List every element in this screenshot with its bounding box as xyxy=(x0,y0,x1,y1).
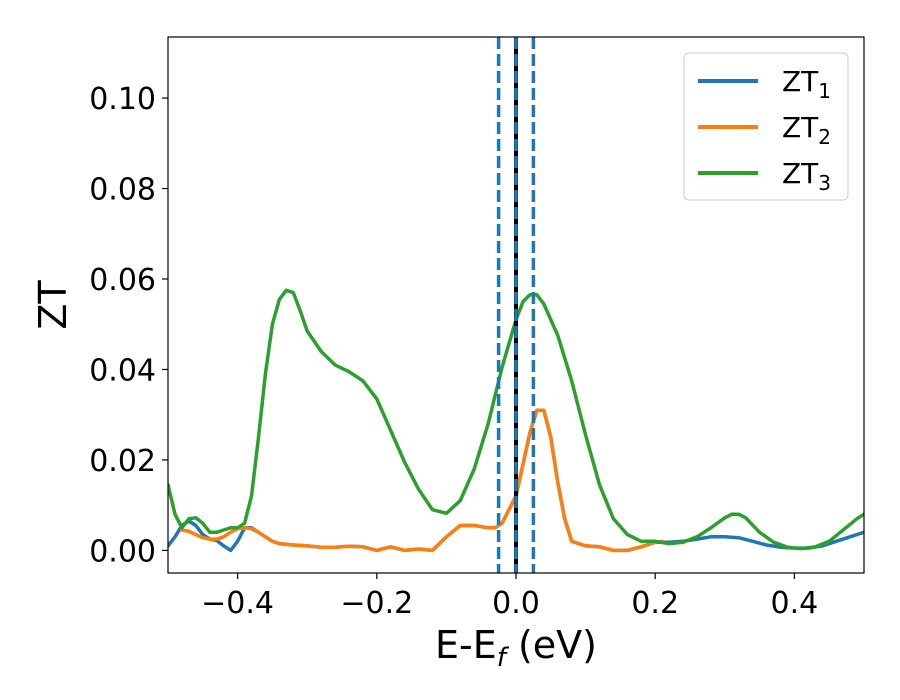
y-tick-label: 0.10 xyxy=(89,82,156,117)
x-tick-label: 0.4 xyxy=(771,586,819,621)
y-tick-label: 0.06 xyxy=(89,263,156,298)
x-axis-label-suffix: (eV) xyxy=(506,623,597,667)
x-axis-label: E-Ef (eV) xyxy=(435,623,597,673)
x-tick-label: −0.4 xyxy=(201,586,274,621)
legend-label-3: ZT3 xyxy=(782,157,831,195)
legend-box xyxy=(683,52,849,201)
y-tick-label: 0.00 xyxy=(89,534,156,569)
vline-layer xyxy=(496,37,536,573)
x-tick-label: −0.2 xyxy=(340,586,413,621)
x-tick-label: 0.0 xyxy=(492,586,540,621)
y-axis-label: ZT xyxy=(31,280,75,330)
series-line-3 xyxy=(168,288,864,551)
series-layer xyxy=(168,288,864,553)
x-tick-label: 0.2 xyxy=(631,586,679,621)
legend-items: ZT1 ZT2 ZT3 xyxy=(698,65,831,195)
y-tick-label: 0.08 xyxy=(89,173,156,208)
legend: ZT1 ZT2 ZT3 xyxy=(683,52,849,201)
x-axis: −0.4 −0.2 0.0 0.2 0.4 xyxy=(201,573,818,621)
y-tick-label: 0.02 xyxy=(89,444,156,479)
legend-label-2: ZT2 xyxy=(782,111,831,149)
legend-label-1: ZT1 xyxy=(782,65,831,103)
x-axis-label-main: E-E xyxy=(435,623,497,667)
y-tick-label: 0.04 xyxy=(89,353,156,388)
y-axis: 0.00 0.02 0.04 0.06 0.08 0.10 xyxy=(89,82,168,569)
